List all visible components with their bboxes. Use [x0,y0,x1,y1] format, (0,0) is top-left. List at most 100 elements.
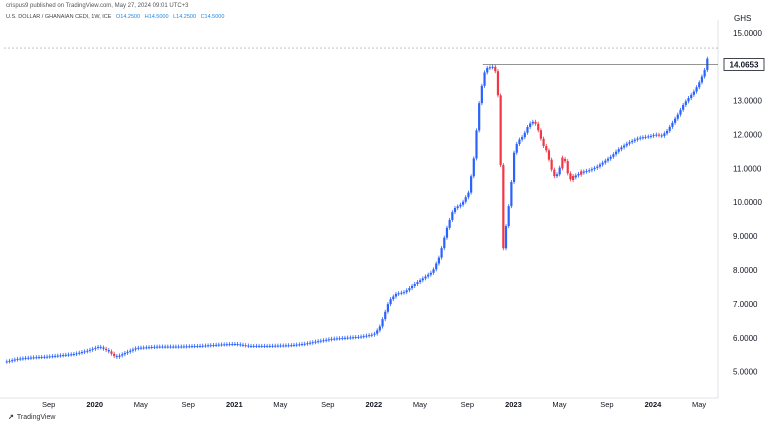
candle-body [692,91,695,95]
candle-body [448,219,451,228]
candle-body [534,121,537,124]
candle-body [80,352,84,354]
candle-body [663,133,666,136]
candle-body [290,345,293,347]
x-tick-label: May [273,400,287,409]
candle-body [48,356,51,358]
last-price-box [723,58,765,71]
ohlc-close: C14.5000 [200,14,225,20]
y-tick-label: 13.0000 [733,97,762,106]
candle-body [118,355,121,357]
candle-body [104,348,108,351]
candle-body [300,344,304,346]
candle-body [142,347,145,349]
x-tick-label: 2022 [366,400,383,409]
candle-body [376,330,379,334]
candle-body [169,346,172,348]
candle-body [115,356,118,358]
candle-body [83,351,86,353]
x-tick-label: Sep [321,400,334,409]
x-tick-label: 2021 [226,400,243,409]
candle-body [464,197,467,202]
candle-body [164,346,167,348]
candle-body [531,121,534,124]
ohlc-low: L14.2500 [173,14,197,20]
candle-body [695,87,698,92]
candle-body [257,345,261,347]
price-axis-currency: GHS [734,14,752,23]
x-tick-label: May [552,400,566,409]
candle-body [212,345,215,347]
candle-body [102,347,105,349]
candle-body [668,126,671,131]
candle-body [274,345,277,347]
candle-body [641,137,644,139]
candle-body [287,345,290,347]
ohlc-open: O14.2500 [115,14,141,20]
x-tick-label: May [134,400,148,409]
candle-body [209,345,212,347]
candle-body [121,354,124,356]
x-tick-label: May [692,400,706,409]
candle-body [507,206,510,227]
candle-body [94,347,97,349]
candle-body [563,158,567,162]
y-tick-label: 11.0000 [733,164,762,173]
candle-body [228,344,231,346]
candle-body [496,71,500,96]
candle-body [488,67,492,69]
x-tick-label: Sep [461,400,474,409]
candle-body [631,140,634,143]
candle-body [29,357,33,359]
candle-body [459,204,462,207]
candle-body [569,173,572,180]
candle-body [499,95,502,166]
candle-body [177,346,180,348]
candle-body [437,257,441,264]
candle-body [129,350,132,352]
tradingview-logo[interactable]: ↗ TradingView [8,413,55,421]
candle-body [647,136,650,138]
candle-body [51,356,54,358]
candle-body [260,345,263,347]
candle-body [223,344,226,346]
candle-body [161,346,164,348]
candle-body [190,346,194,348]
candle-body [386,304,390,312]
x-tick-label: 2024 [645,400,663,409]
candle-body [461,201,465,205]
candle-body [419,280,422,283]
x-tick-label: May [413,400,427,409]
candle-body [542,138,545,147]
candle-body [349,337,352,339]
candle-body [325,339,328,341]
candle-body [636,138,639,140]
y-tick-label: 9.0000 [733,232,758,241]
candle-body [217,344,220,346]
candle-body [515,144,518,153]
candle-body [416,282,419,284]
candle-body [319,340,322,342]
candle-body [628,142,631,144]
candle-body [370,334,373,336]
candle-body [279,345,282,347]
candle-body [478,103,481,131]
candle-body [346,337,349,339]
candle-body [284,345,288,347]
candle-body [435,263,438,270]
candle-body [483,72,486,86]
candle-body [158,346,161,348]
candle-body [453,208,457,213]
candle-body [674,118,677,123]
candle-body [547,150,551,160]
candle-body [150,346,153,348]
candle-body [703,70,706,77]
candle-body [155,346,159,348]
ohlc-high: H14.5000 [144,14,169,20]
candle-body [311,342,314,344]
candle-body [405,290,408,293]
candle-body [236,343,239,345]
candle-body [384,311,387,320]
candle-body [43,356,46,358]
